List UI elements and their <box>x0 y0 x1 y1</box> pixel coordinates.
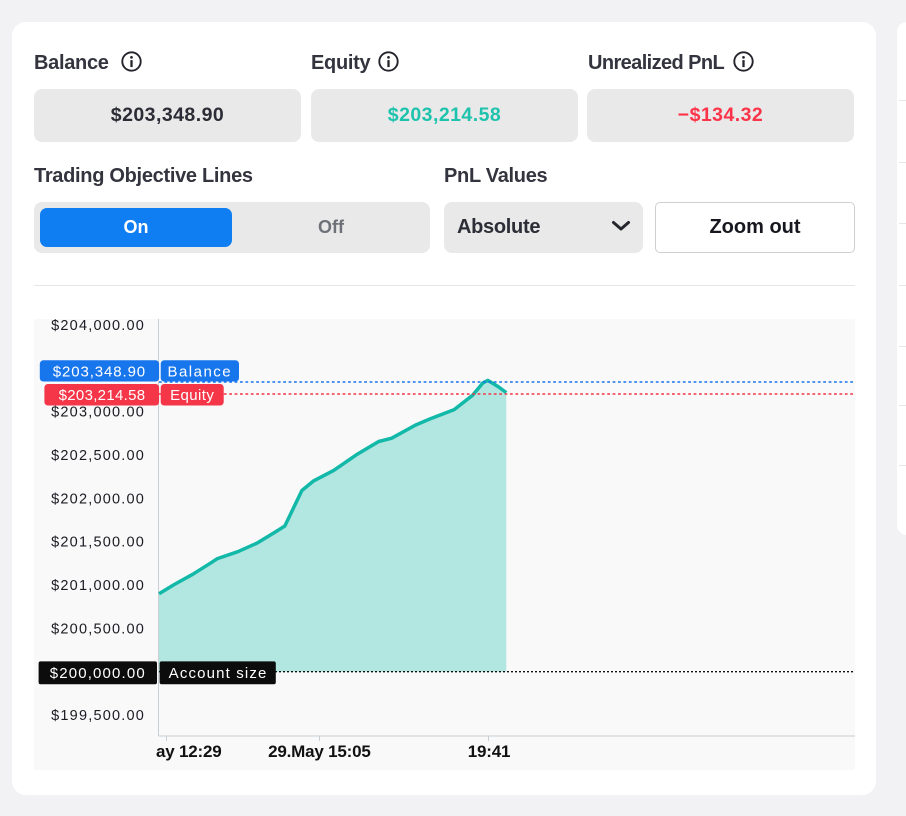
svg-text:$202,500.00: $202,500.00 <box>51 448 145 464</box>
svg-text:$201,500.00: $201,500.00 <box>51 535 145 551</box>
svg-text:$203,000.00: $203,000.00 <box>51 405 145 421</box>
svg-text:$204,000.00: $204,000.00 <box>51 319 145 334</box>
svg-text:Equity: Equity <box>170 387 214 404</box>
svg-text:Account size: Account size <box>169 665 268 682</box>
svg-text:$201,000.00: $201,000.00 <box>51 578 145 594</box>
svg-text:$200,500.00: $200,500.00 <box>51 621 145 637</box>
svg-text:ay 12:29: ay 12:29 <box>156 742 222 761</box>
svg-text:$203,348.90: $203,348.90 <box>53 363 146 380</box>
svg-text:$199,500.00: $199,500.00 <box>51 708 145 724</box>
svg-text:29.May 15:05: 29.May 15:05 <box>268 742 371 761</box>
svg-text:$202,000.00: $202,000.00 <box>51 491 145 507</box>
svg-text:19:41: 19:41 <box>468 742 510 761</box>
svg-text:Balance: Balance <box>167 363 232 380</box>
svg-text:$203,214.58: $203,214.58 <box>59 387 146 404</box>
svg-text:$200,000.00: $200,000.00 <box>50 665 146 682</box>
